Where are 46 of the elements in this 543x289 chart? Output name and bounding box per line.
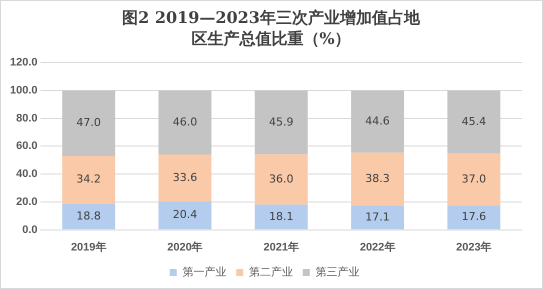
data-label: 36.0 xyxy=(269,172,294,186)
y-tick-label: 100.0 xyxy=(10,84,38,96)
bar xyxy=(351,90,404,153)
x-tick-label: 2020年 xyxy=(167,240,203,254)
data-label: 17.1 xyxy=(365,210,390,224)
bar xyxy=(254,90,308,154)
data-label: 44.6 xyxy=(365,114,390,128)
bar xyxy=(254,204,308,230)
x-tick-label: 2023年 xyxy=(456,240,492,254)
data-label: 17.6 xyxy=(462,210,486,224)
y-tick-label: 40.0 xyxy=(16,168,38,180)
bar xyxy=(351,152,404,206)
data-label: 47.0 xyxy=(76,116,101,130)
y-tick-label: 0.0 xyxy=(22,224,38,236)
y-tick-label: 80.0 xyxy=(16,112,38,124)
data-label: 45.9 xyxy=(269,115,294,128)
data-label: 45.4 xyxy=(462,114,486,128)
bar xyxy=(447,154,500,206)
bar xyxy=(62,156,116,204)
y-tick-label: 60.0 xyxy=(16,140,38,152)
x-tick-label: 2021年 xyxy=(264,240,300,254)
bar xyxy=(158,90,212,155)
legend-label: 第二产业 xyxy=(248,266,293,279)
data-label: 38.3 xyxy=(365,172,390,186)
chart-title: 图2 2019—2023年三次产业增加值占地区生产总值比重（%） xyxy=(121,7,421,49)
bar xyxy=(447,205,500,230)
data-label: 34.2 xyxy=(76,172,101,186)
data-label: 33.6 xyxy=(172,170,198,184)
bar xyxy=(158,154,212,202)
data-label: 18.1 xyxy=(269,210,294,223)
x-tick-label: 2022年 xyxy=(360,240,396,254)
bar xyxy=(158,201,212,230)
y-tick-label: 20.0 xyxy=(16,196,38,208)
bar xyxy=(254,154,308,205)
bar xyxy=(351,206,404,230)
data-label: 46.0 xyxy=(172,115,198,128)
y-tick-label: 120.0 xyxy=(10,56,38,69)
legend-label: 第三产业 xyxy=(315,266,360,279)
data-label: 37.0 xyxy=(462,172,486,186)
legend-label: 第一产业 xyxy=(182,266,226,279)
data-label: 20.4 xyxy=(172,208,198,222)
data-label: 18.8 xyxy=(76,209,101,222)
x-tick-label: 2019年 xyxy=(70,240,106,254)
bar xyxy=(62,90,116,156)
bar xyxy=(62,204,116,230)
bar xyxy=(447,90,500,154)
